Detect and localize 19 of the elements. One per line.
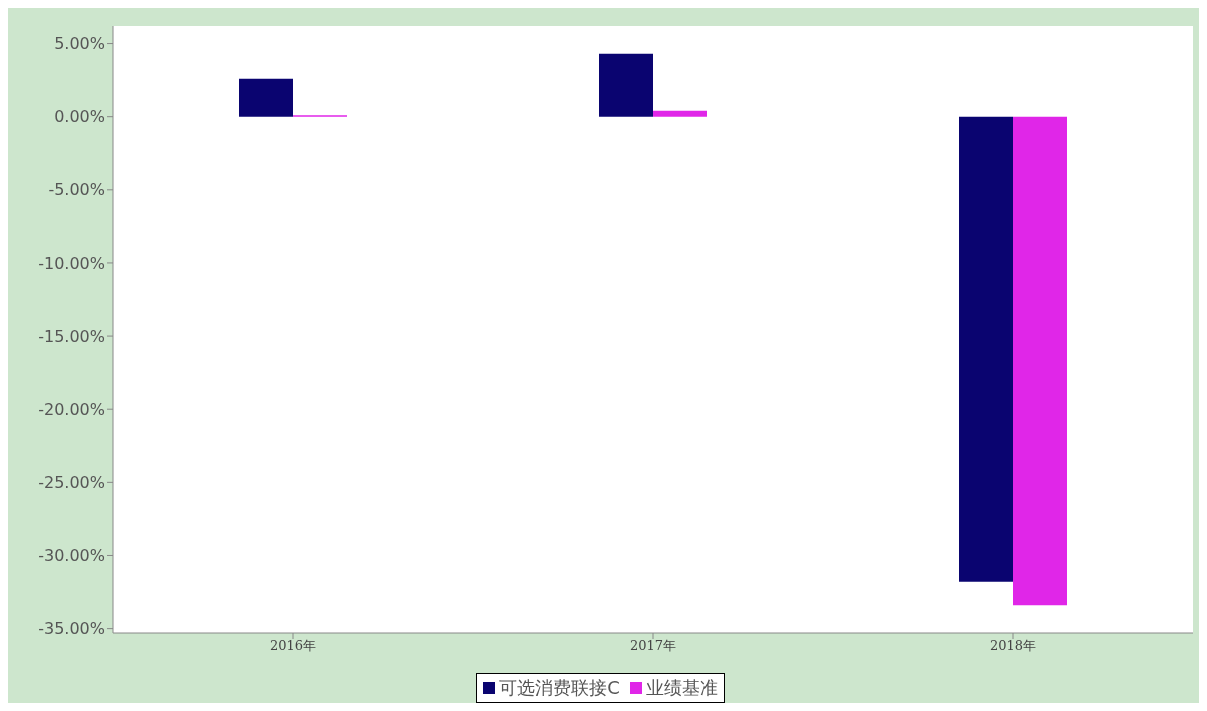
y-tick-label: 5.00% — [54, 34, 105, 54]
x-tick-label: 2016年 — [269, 638, 317, 654]
bar — [653, 110, 707, 117]
y-tick-label: 0.00% — [54, 107, 105, 127]
legend-label: 可选消费联接C — [498, 676, 620, 700]
bar — [1013, 116, 1067, 606]
y-tick-label: -25.00% — [38, 473, 105, 493]
y-tick-label: -20.00% — [38, 399, 105, 419]
y-tick-label: -15.00% — [38, 326, 105, 346]
x-tick-label: 2018年 — [989, 638, 1037, 654]
bar — [959, 116, 1013, 582]
y-tick-label: -5.00% — [48, 180, 105, 200]
bar — [239, 78, 293, 117]
y-tick-label: -30.00% — [38, 546, 105, 566]
x-tick-label: 2017年 — [629, 638, 677, 654]
y-tick-label: -10.00% — [38, 253, 105, 273]
y-tick-label: -35.00% — [38, 619, 105, 639]
bar — [599, 53, 653, 117]
legend-label: 业绩基准 — [644, 676, 718, 700]
